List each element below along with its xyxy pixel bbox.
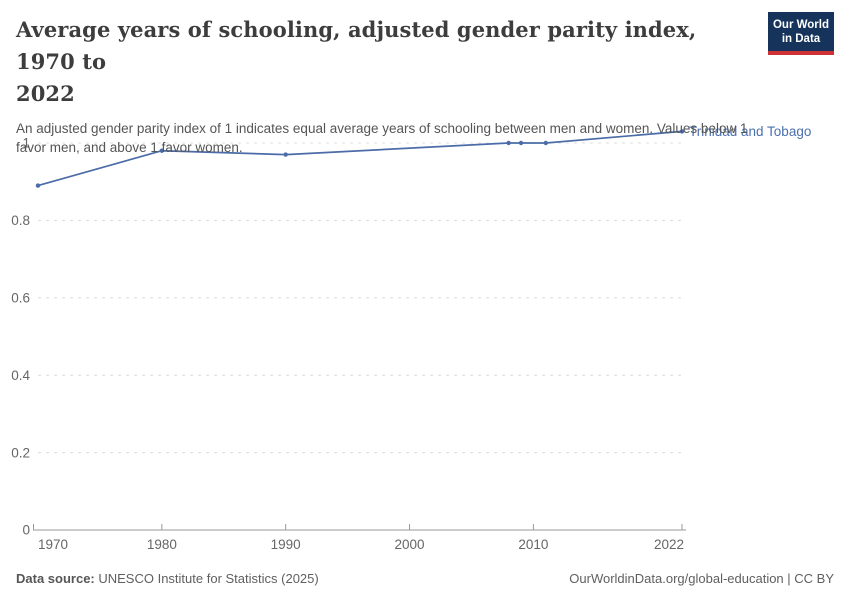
x-tick-label: 1990 — [271, 537, 301, 552]
subtitle-line-2: favor men, and above 1 favor women. — [16, 140, 243, 155]
data-point[interactable] — [159, 148, 165, 153]
chart-footer: Data source: UNESCO Institute for Statis… — [16, 571, 834, 586]
data-source: Data source: UNESCO Institute for Statis… — [16, 571, 319, 586]
data-point[interactable] — [283, 152, 288, 157]
chart-header: Average years of schooling, adjusted gen… — [16, 14, 756, 157]
data-point[interactable] — [35, 183, 41, 188]
y-tick-label: 0.6 — [11, 291, 30, 306]
data-point[interactable] — [679, 129, 685, 134]
y-tick-label: 1 — [22, 136, 30, 151]
y-tick-label: 0.4 — [11, 368, 30, 383]
owid-logo-line1: Our World — [772, 19, 829, 31]
subtitle-line-1: An adjusted gender parity index of 1 ind… — [16, 121, 748, 136]
x-tick-label: 2022 — [654, 537, 684, 552]
title-line-2: 2022 — [16, 81, 75, 106]
owid-link[interactable]: OurWorldinData.org/global-education | CC… — [569, 571, 834, 586]
x-tick-label: 2000 — [395, 537, 425, 552]
owid-logo[interactable]: Our World in Data — [768, 12, 834, 55]
x-tick-label: 1970 — [38, 537, 68, 552]
x-tick-label: 1980 — [147, 537, 177, 552]
y-tick-label: 0.2 — [11, 445, 30, 460]
y-tick-label: 0.8 — [11, 213, 30, 228]
owid-logo-line2: in Data — [781, 33, 821, 45]
data-source-text: UNESCO Institute for Statistics (2025) — [94, 571, 319, 586]
entity-label[interactable]: Trinidad and Tobago — [689, 124, 811, 139]
y-tick-label: 0 — [22, 523, 30, 538]
data-point[interactable] — [543, 140, 548, 146]
page-title: Average years of schooling, adjusted gen… — [16, 14, 756, 110]
data-point[interactable] — [518, 140, 524, 146]
data-point[interactable] — [506, 140, 511, 146]
title-line-1: Average years of schooling, adjusted gen… — [16, 17, 697, 74]
x-tick-label: 2010 — [518, 537, 548, 552]
data-source-label: Data source: — [16, 571, 95, 586]
chart-subtitle: An adjusted gender parity index of 1 ind… — [16, 119, 756, 157]
